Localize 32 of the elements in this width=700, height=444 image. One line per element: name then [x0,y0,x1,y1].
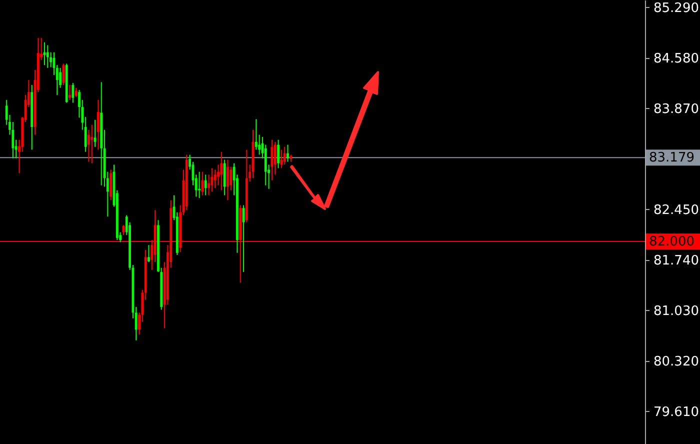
candlestick [62,63,65,86]
y-tick-label: 79.610 [654,404,699,420]
y-tick-label: 81.030 [654,304,699,319]
candlestick [88,129,90,162]
candlestick [223,159,226,196]
candlestick [46,44,49,68]
candlestick [230,166,232,191]
candlestick [72,82,74,104]
candlestick [148,244,150,263]
candlestick [254,118,258,150]
candlestick [283,146,286,166]
y-tick-label: 83.870 [654,102,699,117]
y-tick-label: 82.450 [654,202,699,218]
candlestick [110,169,112,201]
y-tick-label: 85.290 [654,0,699,16]
candlestick [210,168,214,192]
candlestick [277,139,280,169]
candlestick [220,151,223,191]
ref-line-label: 83.179 [649,150,694,166]
candlestick [204,174,207,196]
candlestick [90,124,94,164]
y-tick-label: 80.320 [654,354,699,370]
y-tick-label: 81.740 [654,253,699,268]
candlestick [280,149,283,169]
candlestick [286,144,289,162]
candlestick [74,87,78,98]
candlestick [68,84,71,100]
candlestick [226,159,229,201]
candlestick [96,99,100,150]
y-tick-label: 84.580 [654,51,699,66]
ref-line-label: 82.000 [649,234,694,250]
candlestick [198,171,200,199]
